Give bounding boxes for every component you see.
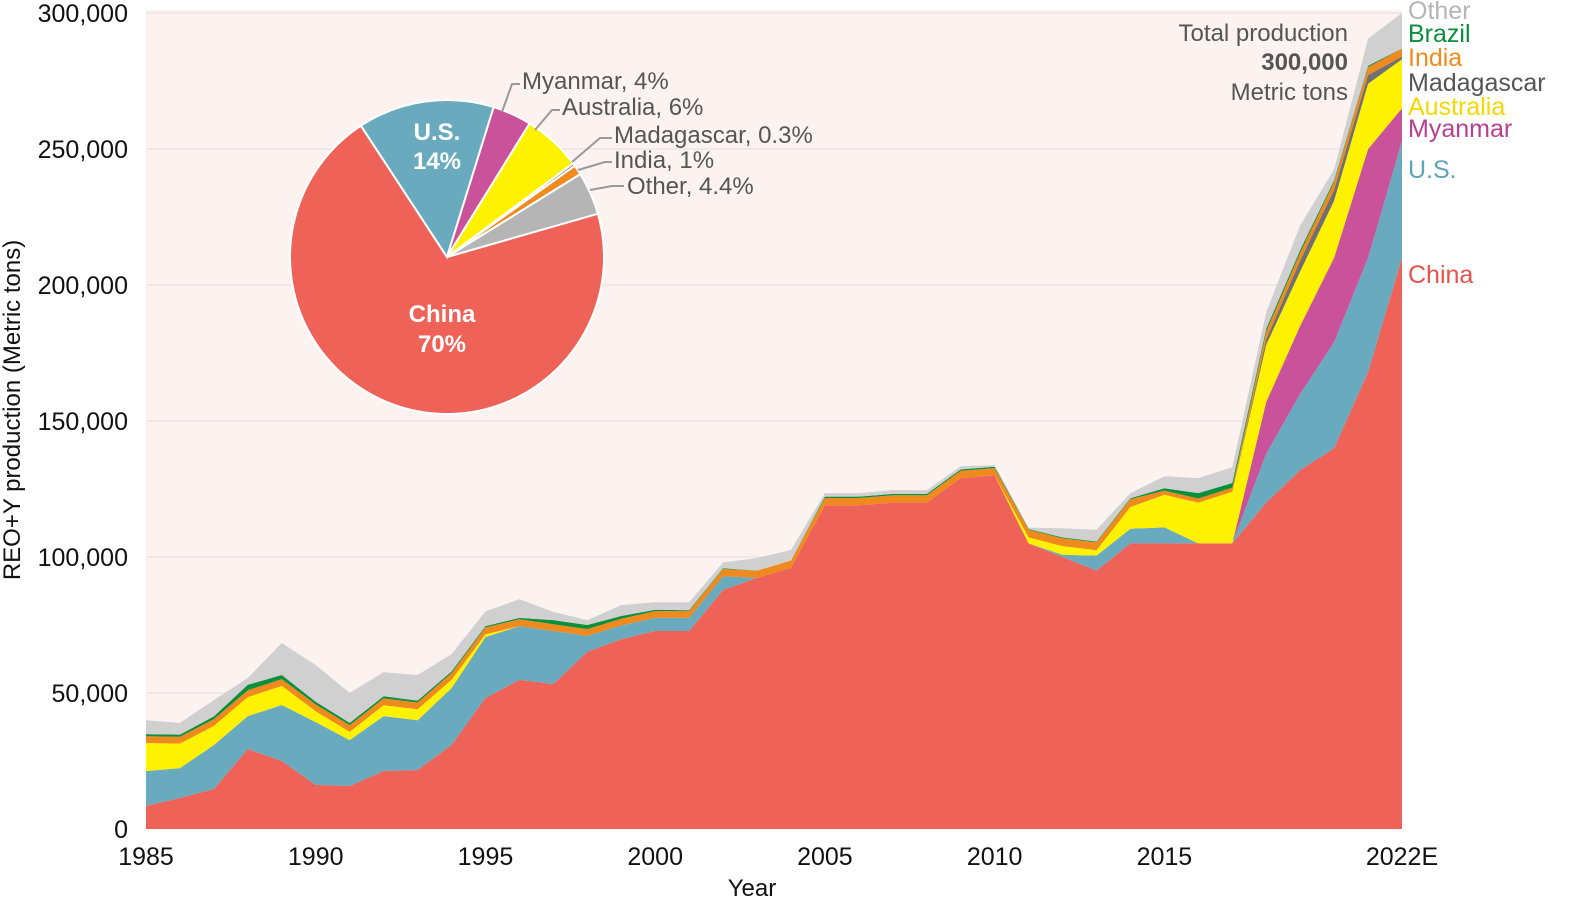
x-tick-label: 2000 <box>627 843 683 871</box>
leader-other <box>589 185 624 191</box>
total-annotation-line3: Metric tons <box>1231 79 1348 106</box>
y-tick-label: 300,000 <box>38 0 128 28</box>
pie-label-us: U.S. <box>414 119 461 146</box>
legend-myanmar: Myanmar <box>1408 115 1512 143</box>
pie-label-india: India, 1% <box>614 147 714 174</box>
x-tick-label: 2022E <box>1366 843 1438 871</box>
legend-other: Other <box>1408 0 1471 25</box>
x-tick-label: 1990 <box>288 843 344 871</box>
legend-india: India <box>1408 44 1462 72</box>
pie-label-china: China <box>409 301 476 328</box>
legend-us: U.S. <box>1408 156 1457 184</box>
pie-slice-china <box>288 124 605 415</box>
x-axis-ticks: 1985 1990 1995 2000 2005 2010 2015 2022E <box>118 843 1438 871</box>
pie-slice-us <box>359 99 495 260</box>
y-tick-label: 200,000 <box>38 272 128 300</box>
leader-india <box>577 161 612 171</box>
y-axis-label: REO+Y production (Metric tons) <box>0 240 26 580</box>
inset-pie-chart <box>288 99 605 415</box>
y-tick-label: 50,000 <box>52 680 128 708</box>
x-tick-label: 2010 <box>967 843 1023 871</box>
y-tick-label: 150,000 <box>38 408 128 436</box>
series-areas <box>146 13 1402 829</box>
legend-china: China <box>1408 261 1473 289</box>
pie-label-other: Other, 4.4% <box>627 173 754 200</box>
total-annotation-line1: Total production <box>1179 20 1348 47</box>
area-other <box>146 13 1402 735</box>
total-annotation-value: 300,000 <box>1261 49 1348 76</box>
y-tick-label: 100,000 <box>38 544 128 572</box>
pie-label-madagascar: Madagascar, 0.3% <box>614 122 813 149</box>
leader-australia <box>534 109 560 131</box>
leader-myanmar <box>501 83 520 113</box>
x-tick-label: 2005 <box>797 843 853 871</box>
leader-madagascar <box>571 137 612 163</box>
legend-brazil: Brazil <box>1408 20 1471 48</box>
pie-label-australia: Australia, 6% <box>562 94 703 121</box>
pie-leader-lines <box>501 83 624 191</box>
pie-label-us-pct: 14% <box>413 148 461 175</box>
x-axis-label: Year <box>728 875 777 902</box>
area-us <box>146 140 1402 806</box>
legend-australia: Australia <box>1408 93 1505 121</box>
y-tick-label: 0 <box>114 816 128 844</box>
legend-madagascar: Madagascar <box>1408 69 1546 97</box>
area-australia <box>146 59 1402 772</box>
area-china <box>146 257 1402 829</box>
pie-label-china-pct: 70% <box>418 331 466 358</box>
pie-slice-other <box>446 172 600 258</box>
x-tick-label: 1995 <box>458 843 514 871</box>
x-tick-label: 2015 <box>1137 843 1193 871</box>
x-tick-label: 1985 <box>118 843 174 871</box>
pie-label-myanmar: Myanmar, 4% <box>522 68 669 95</box>
y-tick-label: 250,000 <box>38 136 128 164</box>
y-axis-ticks: 0 50,000 100,000 150,000 200,000 250,000 300,0… <box>38 0 128 844</box>
